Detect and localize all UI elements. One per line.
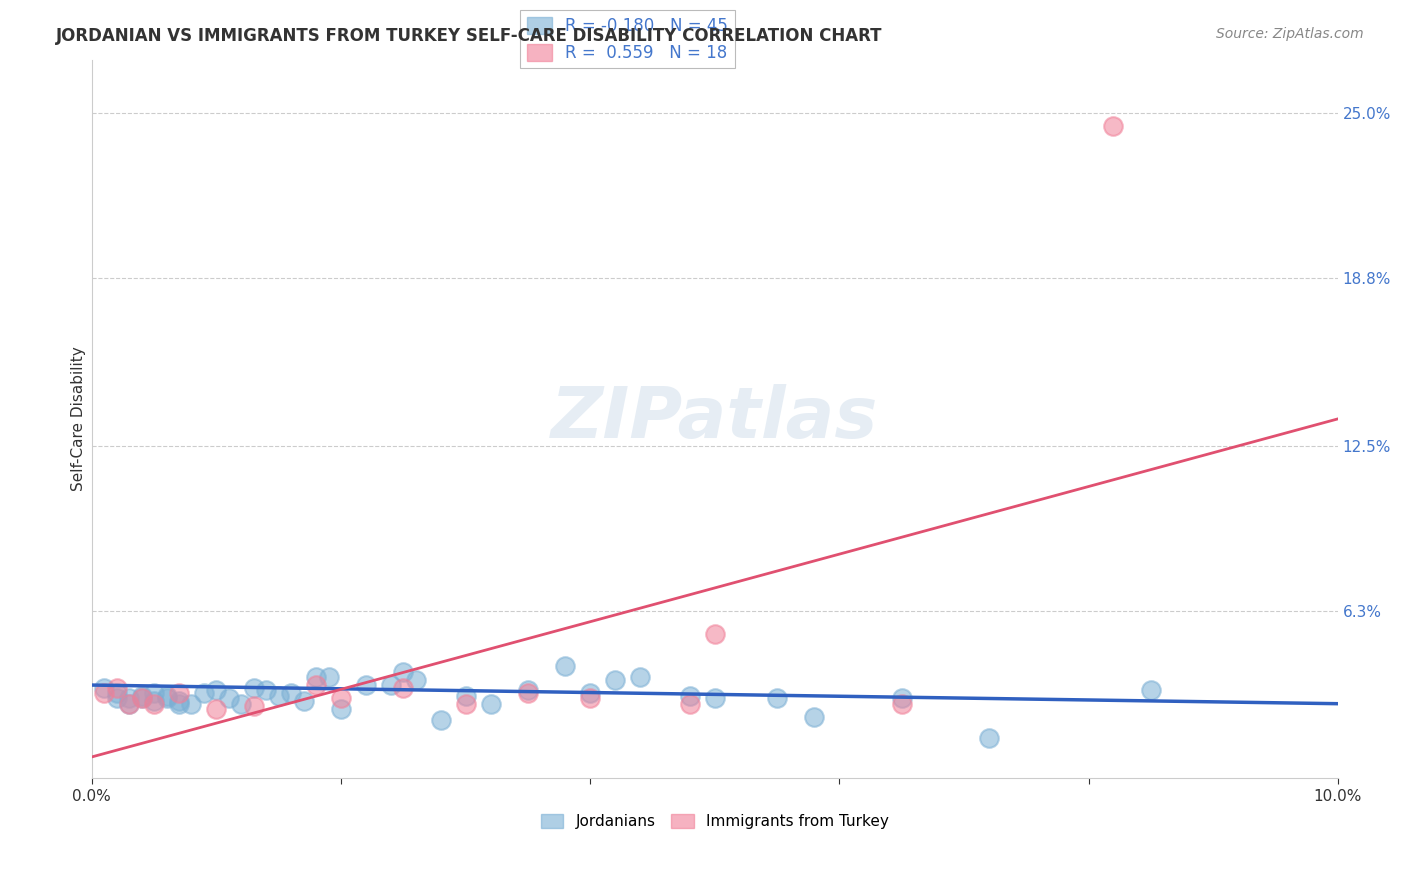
Point (118, 697, 141, 711)
Point (479, 697, 502, 711)
Point (330, 702, 353, 716)
Point (603, 673, 626, 687)
Point (405, 673, 427, 687)
Point (318, 670, 340, 684)
Point (231, 697, 253, 711)
Point (803, 710, 825, 724)
Point (131, 689, 153, 703)
Point (554, 659, 576, 673)
Point (167, 694, 190, 708)
Point (93, 686, 115, 700)
Point (454, 697, 477, 711)
Point (93, 681, 115, 695)
Point (254, 683, 277, 698)
Point (193, 686, 215, 700)
Point (167, 686, 190, 700)
Point (105, 686, 128, 700)
Point (143, 686, 166, 700)
Point (679, 697, 702, 711)
Point (267, 689, 290, 703)
Point (679, 689, 702, 703)
Point (205, 683, 228, 698)
Point (703, 627, 725, 641)
Point (1102, 119, 1125, 133)
Point (977, 731, 1000, 746)
Point (392, 665, 415, 679)
Point (131, 691, 153, 706)
Point (454, 689, 477, 703)
Point (143, 694, 166, 708)
Y-axis label: Self-Care Disability: Self-Care Disability (72, 346, 86, 491)
Point (703, 691, 725, 706)
Point (429, 713, 451, 727)
Point (118, 691, 141, 706)
Point (766, 691, 789, 706)
Point (305, 678, 328, 692)
Point (628, 670, 651, 684)
Point (890, 691, 912, 706)
Point (305, 670, 328, 684)
Point (131, 691, 153, 706)
Point (155, 689, 177, 703)
Point (143, 697, 166, 711)
Point (205, 702, 228, 716)
Point (218, 691, 240, 706)
Text: Source: ZipAtlas.com: Source: ZipAtlas.com (1216, 27, 1364, 41)
Point (579, 691, 602, 706)
Point (380, 678, 402, 692)
Point (516, 686, 538, 700)
Point (280, 686, 302, 700)
Point (242, 699, 264, 714)
Point (292, 694, 315, 708)
Point (579, 686, 602, 700)
Point (105, 691, 128, 706)
Point (155, 691, 177, 706)
Point (167, 697, 190, 711)
Point (354, 678, 377, 692)
Text: JORDANIAN VS IMMIGRANTS FROM TURKEY SELF-CARE DISABILITY CORRELATION CHART: JORDANIAN VS IMMIGRANTS FROM TURKEY SELF… (56, 27, 883, 45)
Point (890, 697, 912, 711)
Text: ZIPatlas: ZIPatlas (551, 384, 879, 453)
Point (118, 697, 141, 711)
Point (242, 681, 264, 695)
Point (330, 691, 353, 706)
Point (392, 681, 415, 695)
Point (105, 681, 128, 695)
Point (516, 683, 538, 698)
Legend: Jordanians, Immigrants from Turkey: Jordanians, Immigrants from Turkey (534, 808, 896, 835)
Point (1140, 683, 1163, 698)
Point (180, 697, 202, 711)
